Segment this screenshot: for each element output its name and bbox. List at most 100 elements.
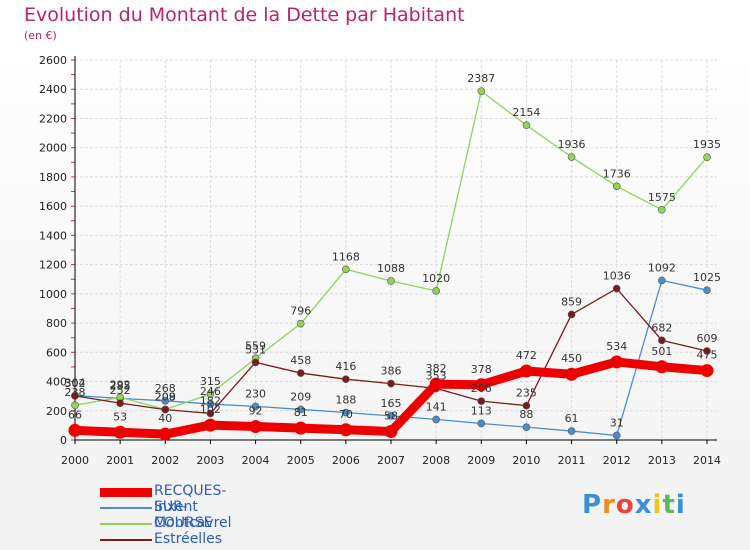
data-label: 102 [200, 403, 221, 416]
axes: 0 200 400 600 800 1000 1200 1400 1600 1800 2000 220… [39, 54, 721, 467]
data-label: 81 [294, 406, 308, 419]
y-tick-label: 2200 [39, 112, 67, 125]
data-point [567, 310, 576, 319]
data-point [294, 421, 308, 435]
data-label: 534 [606, 340, 627, 353]
legend-swatch [100, 488, 152, 497]
data-label: 559 [245, 339, 266, 352]
data-point [161, 397, 170, 405]
data-point [206, 409, 215, 418]
logo-letter: o [615, 490, 635, 520]
x-tick-label: 2002 [151, 454, 179, 467]
x-tick-label: 2014 [693, 454, 721, 467]
data-point [703, 153, 711, 161]
grid-lines [74, 59, 717, 440]
data-point [519, 364, 533, 378]
y-tick-label: 2400 [39, 83, 67, 96]
data-label: 416 [335, 360, 356, 373]
y-tick-label: 0 [60, 434, 67, 447]
data-label: 859 [561, 295, 582, 308]
data-label: 285 [110, 379, 131, 392]
legend-label: RECQUES-SUR-COURSE [154, 483, 227, 531]
data-label: 472 [516, 349, 537, 362]
chart-subtitle: (en €) [24, 29, 57, 42]
data-point [296, 369, 305, 377]
data-label: 1736 [603, 167, 631, 180]
logo-letter: P [582, 490, 603, 520]
data-label: 165 [381, 397, 402, 410]
data-label: 609 [697, 332, 718, 345]
data-point [339, 423, 353, 437]
data-point [522, 401, 531, 410]
data-point [71, 392, 79, 400]
data-label: 230 [245, 387, 266, 400]
y-tick-label: 200 [46, 405, 67, 418]
data-label: 382 [426, 362, 447, 375]
data-point [474, 378, 488, 392]
x-tick-label: 2006 [332, 454, 360, 467]
y-tick-label: 2000 [39, 142, 67, 155]
x-tick-label: 2013 [648, 454, 676, 467]
y-tick-label: 1400 [39, 229, 67, 242]
data-point [429, 377, 443, 391]
data-label: 378 [471, 363, 492, 376]
line-chart: 0 200 400 600 800 1000 1200 1400 1600 1800 2000 220… [39, 54, 722, 467]
data-point [249, 420, 263, 434]
data-label: 188 [335, 394, 356, 407]
data-point [387, 277, 395, 285]
logo-letter: i [675, 490, 686, 520]
data-point [384, 425, 398, 439]
legend-swatch [100, 523, 152, 525]
data-labels: 66 53 40 102 92 81 70 58 382 378 472 450 534 501 475 30… [65, 72, 722, 429]
data-point [71, 401, 79, 410]
y-tick-label: 400 [46, 376, 67, 389]
data-point [342, 265, 350, 274]
logo-letter: r [602, 490, 616, 520]
data-label: 458 [290, 354, 311, 367]
data-point [116, 399, 124, 407]
data-label: 268 [155, 382, 176, 395]
data-label: 1935 [693, 138, 721, 151]
data-point [432, 415, 440, 424]
legend-label: Estréelles [154, 531, 222, 547]
logo-letter: t [662, 490, 676, 520]
data-label: 58 [384, 410, 398, 423]
data-label: 40 [158, 412, 172, 425]
data-label: 92 [249, 405, 263, 418]
data-label: 682 [651, 321, 672, 334]
data-label: 2387 [467, 72, 495, 85]
data-label: 386 [381, 365, 402, 378]
data-label: 66 [68, 408, 82, 421]
data-point [206, 390, 215, 398]
data-point [565, 367, 579, 381]
data-label: 1092 [648, 261, 676, 274]
data-label: 1088 [377, 262, 405, 275]
data-label: 266 [471, 382, 492, 395]
data-point [203, 418, 217, 432]
proxiti-logo: Proxiti [582, 490, 686, 520]
data-point [612, 284, 621, 293]
x-tick-label: 2008 [422, 454, 450, 467]
data-label: 315 [200, 375, 221, 388]
data-point [477, 419, 486, 428]
chart-title: Evolution du Montant de la Dette par Hab… [24, 4, 465, 26]
x-tick-label: 2012 [603, 454, 631, 467]
legend-swatch [100, 539, 152, 541]
x-tick-label: 2001 [106, 454, 134, 467]
data-point [113, 425, 127, 439]
data-label: 235 [516, 387, 537, 400]
data-point [387, 379, 395, 388]
data-label: 88 [519, 408, 533, 421]
series-lines [68, 87, 714, 441]
y-tick-label: 1000 [39, 288, 67, 301]
logo-letter: x [634, 490, 653, 520]
data-label: 53 [113, 410, 127, 423]
y-tick-label: 600 [46, 346, 67, 359]
data-point [655, 360, 669, 374]
x-tick-label: 2005 [287, 454, 315, 467]
data-label: 238 [65, 386, 86, 399]
data-point [612, 431, 621, 440]
legend-label: Inxent [154, 499, 198, 515]
data-label: 252 [110, 384, 131, 397]
data-label: 141 [426, 400, 447, 413]
